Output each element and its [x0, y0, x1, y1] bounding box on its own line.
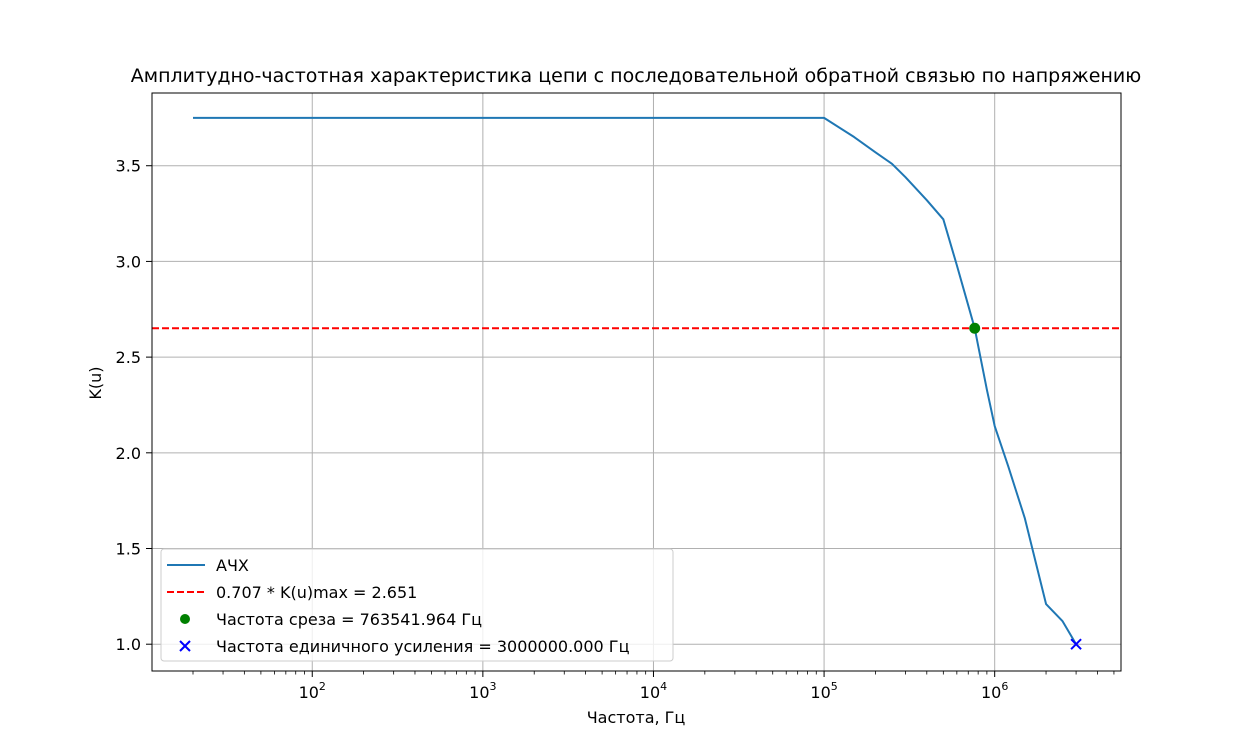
x-tick-label: 106: [981, 680, 1008, 702]
chart-title: Амплитудно-частотная характеристика цепи…: [131, 65, 1141, 87]
y-tick-label: 1.5: [116, 540, 141, 559]
y-tick-label: 3.0: [116, 252, 141, 271]
x-tick-label: 104: [640, 680, 667, 702]
plot-frame: [151, 92, 1122, 672]
x-axis-ticks: 102 103 104 105 106: [192, 671, 1115, 702]
y-tick-label: 1.0: [116, 635, 141, 654]
legend-swatch-circle: [180, 614, 190, 624]
x-axis-label: Частота, Гц: [587, 708, 686, 727]
frequency-response-line: [193, 116, 1077, 645]
legend: АЧХ 0.707 * K(u)max = 2.651 Частота срез…: [160, 548, 674, 662]
x-tick-label: 103: [469, 680, 496, 702]
series-group: [193, 116, 1077, 645]
cutoff-frequency-point: [969, 322, 981, 334]
x-tick-label: 105: [810, 680, 837, 702]
unity-gain-stroke: [1070, 638, 1082, 650]
y-axis-ticks: 1.0 1.5 2.0 2.5 3.0 3.5: [116, 157, 152, 654]
x-tick-label: 102: [299, 680, 326, 702]
legend-swatch-x: [179, 640, 191, 652]
legend-box: [160, 548, 674, 662]
y-axis-label: K(u): [86, 366, 105, 399]
y-tick-label: 3.5: [116, 157, 141, 176]
legend-label-threshold: 0.707 * K(u)max = 2.651: [216, 583, 417, 602]
unity-gain-point: [1070, 638, 1082, 650]
legend-label-unity: Частота единичного усиления = 3000000.00…: [216, 637, 630, 656]
legend-label-response: АЧХ: [216, 556, 249, 575]
y-tick-label: 2.5: [116, 348, 141, 367]
grid-lines: [152, 93, 1121, 671]
y-tick-label: 2.0: [116, 444, 141, 463]
markers-group: [969, 322, 1082, 650]
legend-label-cutoff: Частота среза = 763541.964 Гц: [216, 610, 482, 629]
